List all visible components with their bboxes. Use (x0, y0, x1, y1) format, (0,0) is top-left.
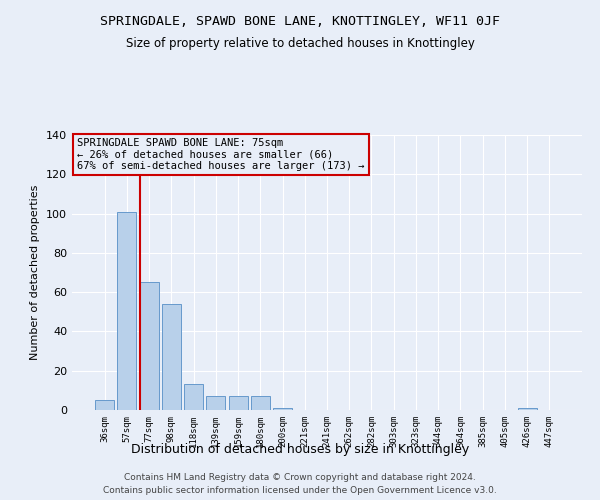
Y-axis label: Number of detached properties: Number of detached properties (31, 185, 40, 360)
Bar (273, 408, 292, 410)
Bar (95, 400, 114, 410)
Text: Contains HM Land Registry data © Crown copyright and database right 2024.
Contai: Contains HM Land Registry data © Crown c… (103, 474, 497, 495)
Bar (251, 396, 270, 410)
Bar (518, 408, 536, 410)
Text: SPRINGDALE SPAWD BONE LANE: 75sqm
← 26% of detached houses are smaller (66)
67% : SPRINGDALE SPAWD BONE LANE: 75sqm ← 26% … (77, 138, 365, 171)
Text: Size of property relative to detached houses in Knottingley: Size of property relative to detached ho… (125, 38, 475, 51)
Bar (184, 384, 203, 410)
Bar (118, 212, 136, 410)
Bar (206, 396, 225, 410)
Bar (162, 304, 181, 410)
Bar (140, 282, 158, 410)
Text: Distribution of detached houses by size in Knottingley: Distribution of detached houses by size … (131, 442, 469, 456)
Text: SPRINGDALE, SPAWD BONE LANE, KNOTTINGLEY, WF11 0JF: SPRINGDALE, SPAWD BONE LANE, KNOTTINGLEY… (100, 15, 500, 28)
Bar (229, 396, 248, 410)
